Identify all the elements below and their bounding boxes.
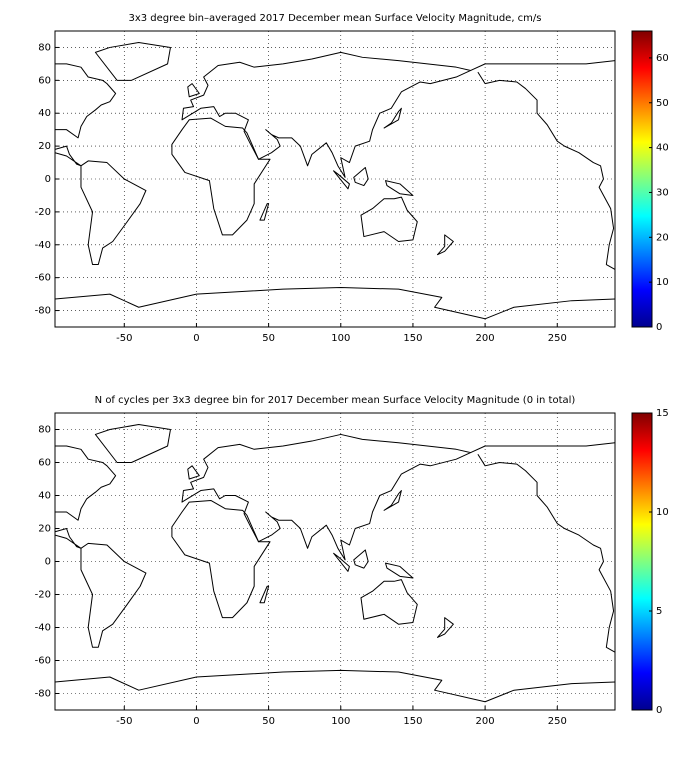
y-tick-label: 0 — [45, 174, 51, 185]
coastline — [55, 41, 615, 320]
chart-title: N of cycles per 3x3 degree bin for 2017 … — [95, 395, 576, 406]
x-tick-label: 100 — [331, 716, 350, 727]
y-tick-label: -20 — [35, 207, 51, 218]
y-tick-label: -60 — [35, 656, 51, 667]
colorbar-tick-label: 0 — [656, 705, 662, 716]
y-tick-label: 40 — [38, 108, 51, 119]
y-tick-label: -40 — [35, 623, 51, 634]
colorbar-tick-label: 20 — [656, 232, 669, 243]
x-tick-label: 50 — [262, 333, 275, 344]
colorbar-tick-label: 30 — [656, 187, 669, 198]
x-tick-label: 200 — [476, 333, 495, 344]
y-tick-label: 80 — [38, 42, 51, 53]
y-tick-label: 0 — [45, 557, 51, 568]
x-tick-label: 0 — [193, 333, 199, 344]
colorbar-tick-label: 10 — [656, 277, 669, 288]
x-tick-label: -50 — [116, 333, 132, 344]
colorbar-tick-label: 50 — [656, 98, 669, 109]
colorbar-tick-label: 0 — [656, 322, 662, 333]
colorbar — [631, 30, 653, 328]
colorbar — [631, 412, 653, 711]
y-tick-label: -60 — [35, 273, 51, 284]
y-tick-label: 60 — [38, 75, 51, 86]
x-tick-label: 100 — [331, 333, 350, 344]
colorbar-tick-label: 40 — [656, 143, 669, 154]
y-tick-label: 20 — [38, 141, 51, 152]
colorbar-tick-label: 15 — [656, 408, 669, 419]
colorbar-tick-label: 10 — [656, 507, 669, 518]
x-tick-label: 200 — [476, 716, 495, 727]
x-tick-label: 250 — [548, 333, 567, 344]
coastlines — [55, 41, 615, 320]
axes-frame — [54, 30, 616, 328]
y-tick-label: -40 — [35, 240, 51, 251]
y-tick-label: -80 — [35, 306, 51, 317]
y-tick-label: 40 — [38, 491, 51, 502]
coastlines — [55, 423, 615, 703]
x-tick-label: -50 — [116, 716, 132, 727]
y-tick-label: 80 — [38, 425, 51, 436]
colorbar-tick-label: 60 — [656, 53, 669, 64]
x-tick-label: 250 — [548, 716, 567, 727]
y-tick-label: -80 — [35, 689, 51, 700]
chart-title: 3x3 degree bin–averaged 2017 December me… — [128, 13, 541, 24]
x-tick-label: 150 — [403, 333, 422, 344]
y-tick-label: 20 — [38, 524, 51, 535]
axes-frame — [54, 412, 616, 711]
colorbar-tick-label: 5 — [656, 606, 662, 617]
y-tick-label: -20 — [35, 590, 51, 601]
x-tick-label: 150 — [403, 716, 422, 727]
x-tick-label: 50 — [262, 716, 275, 727]
x-tick-label: 0 — [193, 716, 199, 727]
coastline — [55, 423, 615, 703]
y-tick-label: 60 — [38, 458, 51, 469]
